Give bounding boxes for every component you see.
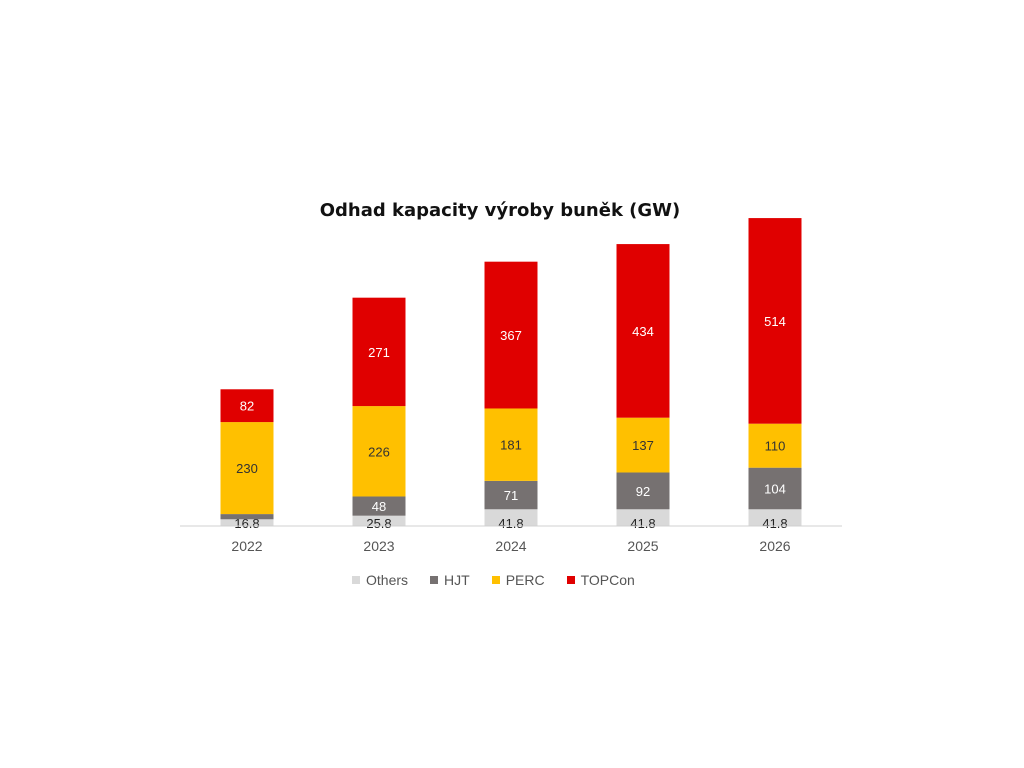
data-label-topcon-2026: 514 — [764, 314, 786, 329]
bar-perc-2026 — [748, 423, 802, 468]
data-label-others-2026: 41.8 — [762, 516, 787, 531]
bar-hjt-2026 — [748, 467, 802, 510]
legend-item-hjt: HJT — [430, 572, 470, 588]
x-tick-label-2025: 2025 — [627, 538, 658, 554]
data-label-hjt-2026: 104 — [764, 481, 786, 496]
x-tick-label-2022: 2022 — [231, 538, 262, 554]
bar-others-2026 — [748, 509, 802, 526]
data-label-topcon-2025: 434 — [632, 324, 654, 339]
bar-topcon-2026 — [748, 218, 802, 424]
data-label-others-2024: 41.8 — [498, 516, 523, 531]
data-label-topcon-2024: 367 — [500, 328, 522, 343]
bar-hjt-2025 — [616, 472, 670, 510]
bar-perc-2023 — [352, 406, 406, 497]
legend-label-hjt: HJT — [444, 572, 470, 588]
data-label-perc-2024: 181 — [500, 438, 522, 453]
bar-others-2023 — [352, 515, 406, 526]
bar-perc-2024 — [484, 408, 538, 481]
legend-label-others: Others — [366, 572, 409, 588]
legend-item-others: Others — [352, 572, 408, 588]
bar-hjt-2022 — [220, 514, 274, 520]
bar-perc-2025 — [616, 417, 670, 473]
data-label-topcon-2023: 271 — [368, 345, 390, 360]
data-label-topcon-2022: 82 — [240, 399, 254, 414]
data-label-hjt-2025: 92 — [636, 484, 650, 499]
legend-label-topcon: TOPCon — [580, 572, 635, 588]
chart-legend: Others HJT PERC TOPCon — [352, 572, 635, 588]
bar-topcon-2023 — [352, 297, 406, 407]
bar-perc-2022 — [220, 422, 274, 515]
legend-label-perc: PERC — [505, 572, 545, 588]
data-label-hjt-2024: 71 — [504, 488, 518, 503]
bar-topcon-2022 — [220, 389, 274, 423]
x-tick-label-2024: 2024 — [495, 538, 526, 554]
bar-others-2024 — [484, 509, 538, 526]
data-label-others-2022: 16.8 — [234, 516, 259, 531]
bar-hjt-2024 — [484, 480, 538, 510]
bar-hjt-2023 — [352, 496, 406, 516]
bar-topcon-2024 — [484, 261, 538, 409]
bar-topcon-2025 — [616, 244, 670, 418]
data-label-perc-2025: 137 — [632, 438, 654, 453]
data-label-perc-2026: 110 — [765, 439, 786, 454]
legend-swatch-others — [352, 576, 360, 584]
data-label-others-2023: 25.8 — [366, 516, 391, 531]
bar-others-2022 — [220, 519, 274, 526]
data-label-perc-2023: 226 — [368, 444, 390, 459]
bar-others-2025 — [616, 509, 670, 526]
x-tick-label-2023: 2023 — [363, 538, 394, 554]
x-tick-label-2026: 2026 — [759, 538, 790, 554]
legend-swatch-topcon — [566, 576, 575, 584]
data-label-hjt-2023: 48 — [372, 499, 386, 514]
data-label-perc-2022: 230 — [236, 461, 258, 476]
legend-swatch-hjt — [430, 576, 439, 584]
legend-item-perc: PERC — [491, 572, 545, 588]
legend-item-topcon: TOPCon — [566, 572, 635, 588]
data-label-others-2025: 41.8 — [630, 516, 655, 531]
chart-title: Odhad kapacity výroby buněk (GW) — [319, 200, 681, 221]
legend-swatch-perc — [491, 576, 500, 584]
